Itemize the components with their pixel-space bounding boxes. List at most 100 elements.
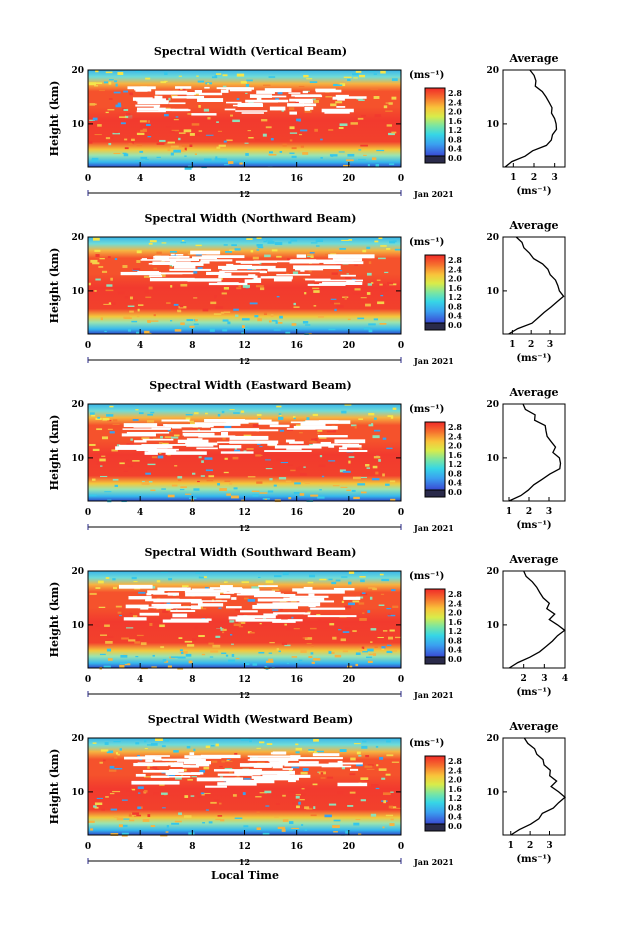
colorbar-tick-label: 2.4 <box>448 97 462 107</box>
y-axis-label: Height (km) <box>48 415 61 491</box>
x-tick-label: 4 <box>137 341 143 351</box>
profile-x-tick-label: 1 <box>509 340 515 350</box>
date-axis-day: 12 <box>239 690 250 700</box>
date-axis-day: 12 <box>239 857 250 867</box>
y-tick-label: 20 <box>71 734 84 744</box>
colorbar <box>424 755 446 832</box>
x-tick-label: 16 <box>290 174 303 184</box>
panel-1: Spectral Width (Vertical Beam)1020Height… <box>48 45 566 199</box>
profile-x-tick-label: 2 <box>531 173 537 183</box>
profile-y-tick-label: 20 <box>486 400 499 410</box>
x-tick-label: 16 <box>290 341 303 351</box>
profile-title: Average <box>508 386 558 399</box>
date-axis-label: Jan 2021 <box>413 523 454 533</box>
x-tick-label: 20 <box>343 842 356 852</box>
x-tick-label: 12 <box>238 675 251 685</box>
colorbar-tick-label: 0.4 <box>448 478 462 488</box>
date-axis-label: Jan 2021 <box>413 857 454 867</box>
colorbar-tick-label: 2.8 <box>448 255 462 265</box>
heatmap-gaps <box>115 419 368 455</box>
colorbar-unit: (ms⁻¹) <box>409 738 444 749</box>
colorbar-tick-label: 0.0 <box>448 153 462 163</box>
heatmap-gaps <box>124 751 368 788</box>
colorbar-tick-label: 0.0 <box>448 654 462 664</box>
x-tick-label: 8 <box>189 675 195 685</box>
profile-x-tick-label: 1 <box>508 841 514 851</box>
colorbar-low-cap <box>424 656 446 665</box>
x-tick-label: 16 <box>290 675 303 685</box>
profile-title: Average <box>508 553 558 566</box>
colorbar-tick-label: 2.0 <box>448 107 462 117</box>
date-axis-label: Jan 2021 <box>413 356 454 366</box>
profile-x-tick-label: 3 <box>546 841 552 851</box>
x-tick-label: 0 <box>85 675 91 685</box>
profile-title: Average <box>508 720 558 733</box>
colorbar-tick-label: 2.4 <box>448 765 462 775</box>
x-tick-label: 16 <box>290 508 303 518</box>
profile-frame <box>502 236 566 335</box>
date-axis-label: Jan 2021 <box>413 189 454 199</box>
y-tick-label: 10 <box>71 621 84 631</box>
colorbar-unit: (ms⁻¹) <box>409 404 444 415</box>
y-tick-label: 20 <box>71 233 84 243</box>
colorbar <box>424 588 446 665</box>
colorbar-tick-label: 2.4 <box>448 264 462 274</box>
y-tick-label: 10 <box>71 287 84 297</box>
x-tick-label: 0 <box>85 508 91 518</box>
colorbar-tick-label: 0.0 <box>448 487 462 497</box>
colorbar-tick-label: 2.0 <box>448 441 462 451</box>
profile-x-tick-label: 2 <box>527 841 533 851</box>
x-tick-label: 0 <box>85 174 91 184</box>
colorbar-tick-label: 1.2 <box>448 793 462 803</box>
y-tick-label: 20 <box>71 567 84 577</box>
date-axis-day: 12 <box>239 523 250 533</box>
profile-title: Average <box>508 52 558 65</box>
y-axis-label: Height (km) <box>48 582 61 658</box>
colorbar-tick-label: 0.8 <box>448 134 462 144</box>
colorbar-tick-label: 1.6 <box>448 116 462 126</box>
panel-title: Spectral Width (Eastward Beam) <box>149 379 351 392</box>
colorbar <box>424 421 446 498</box>
x-tick-label: 4 <box>137 842 143 852</box>
colorbar-unit: (ms⁻¹) <box>409 571 444 582</box>
x-tick-label: 20 <box>343 174 356 184</box>
colorbar-tick-label: 2.0 <box>448 775 462 785</box>
x-tick-label: 4 <box>137 174 143 184</box>
x-axis-label: Local Time <box>211 869 279 882</box>
profile-x-label: (ms⁻¹) <box>516 353 551 364</box>
profile-x-tick-label: 2 <box>528 340 534 350</box>
colorbar-tick-label: 0.8 <box>448 635 462 645</box>
profile-x-tick-label: 1 <box>510 173 516 183</box>
x-tick-label: 0 <box>398 675 404 685</box>
colorbar-tick-label: 0.4 <box>448 812 462 822</box>
colorbar-tick-label: 1.6 <box>448 784 462 794</box>
profile-frame <box>502 69 566 168</box>
colorbar-low-cap <box>424 155 446 164</box>
profile-frame <box>502 570 566 669</box>
panel-title: Spectral Width (Northward Beam) <box>145 212 357 225</box>
colorbar-tick-label: 2.4 <box>448 598 462 608</box>
colorbar-tick-label: 2.8 <box>448 422 462 432</box>
y-axis-label: Height (km) <box>48 81 61 157</box>
x-tick-label: 8 <box>189 174 195 184</box>
y-tick-label: 10 <box>71 454 84 464</box>
colorbar-low-cap <box>424 489 446 498</box>
profile-line <box>508 236 565 335</box>
x-tick-label: 20 <box>343 341 356 351</box>
panel-4: Spectral Width (Southward Beam)1020Heigh… <box>48 546 568 700</box>
x-tick-label: 0 <box>85 341 91 351</box>
x-tick-label: 12 <box>238 174 251 184</box>
profile-y-tick-label: 20 <box>486 66 499 76</box>
profile-x-label: (ms⁻¹) <box>516 687 551 698</box>
colorbar-unit: (ms⁻¹) <box>409 237 444 248</box>
x-tick-label: 0 <box>398 842 404 852</box>
profile-x-label: (ms⁻¹) <box>516 520 551 531</box>
profile-y-tick-label: 20 <box>486 233 499 243</box>
x-tick-label: 8 <box>189 842 195 852</box>
profile-x-label: (ms⁻¹) <box>516 854 551 865</box>
profile-y-tick-label: 10 <box>486 120 499 130</box>
profile-frame <box>502 737 566 836</box>
y-axis-label: Height (km) <box>48 749 61 825</box>
colorbar-tick-label: 0.4 <box>448 144 462 154</box>
